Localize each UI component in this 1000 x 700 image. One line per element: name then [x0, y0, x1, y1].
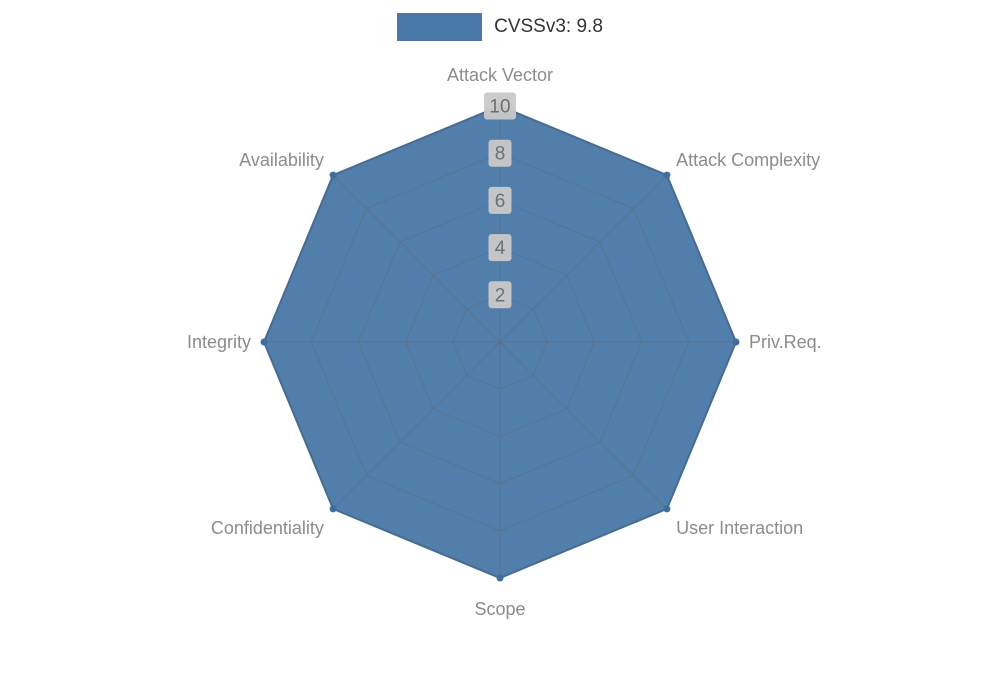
tick-label-bg: [488, 186, 512, 214]
series-point: [496, 574, 504, 582]
grid-ring: [452, 294, 548, 390]
tick-label: 8: [495, 144, 506, 165]
axis-label-availability: Availability: [239, 150, 324, 170]
legend-label[interactable]: CVSSv3: 9.8: [494, 16, 603, 37]
legend[interactable]: CVSSv3: 9.8: [0, 13, 1000, 41]
grid-spoke: [332, 174, 501, 343]
series-point: [329, 505, 337, 513]
series-point: [329, 171, 337, 179]
grid-spoke: [332, 341, 501, 510]
grid-ring: [357, 199, 643, 485]
series-point: [260, 338, 268, 346]
tick-label: 2: [495, 285, 506, 306]
grid-ring: [405, 247, 595, 437]
axis-label-integrity: Integrity: [187, 332, 251, 352]
axis-label-user-interaction: User Interaction: [676, 518, 803, 538]
grid-spoke: [499, 341, 668, 510]
grid-ring: [310, 152, 690, 532]
tick-label-bg: [488, 234, 512, 262]
series-point: [663, 171, 671, 179]
tick-label-bg: [488, 281, 512, 309]
axis-label-attack-vector: Attack Vector: [447, 65, 553, 85]
tick-label: 6: [495, 191, 506, 212]
grid-spoke: [499, 174, 668, 343]
series-point: [732, 338, 740, 346]
series-point: [663, 505, 671, 513]
tick-label-bg: [488, 139, 512, 167]
axis-label-attack-complexity: Attack Complexity: [676, 150, 820, 170]
axis-label-confidentiality: Confidentiality: [211, 518, 324, 538]
axis-label-priv-req: Priv.Req.: [749, 332, 822, 352]
tick-label: 10: [489, 97, 510, 118]
tick-label-bg: [484, 92, 516, 120]
tick-label: 4: [495, 238, 506, 259]
legend-swatch[interactable]: [397, 13, 483, 41]
axis-label-scope: Scope: [474, 599, 525, 619]
